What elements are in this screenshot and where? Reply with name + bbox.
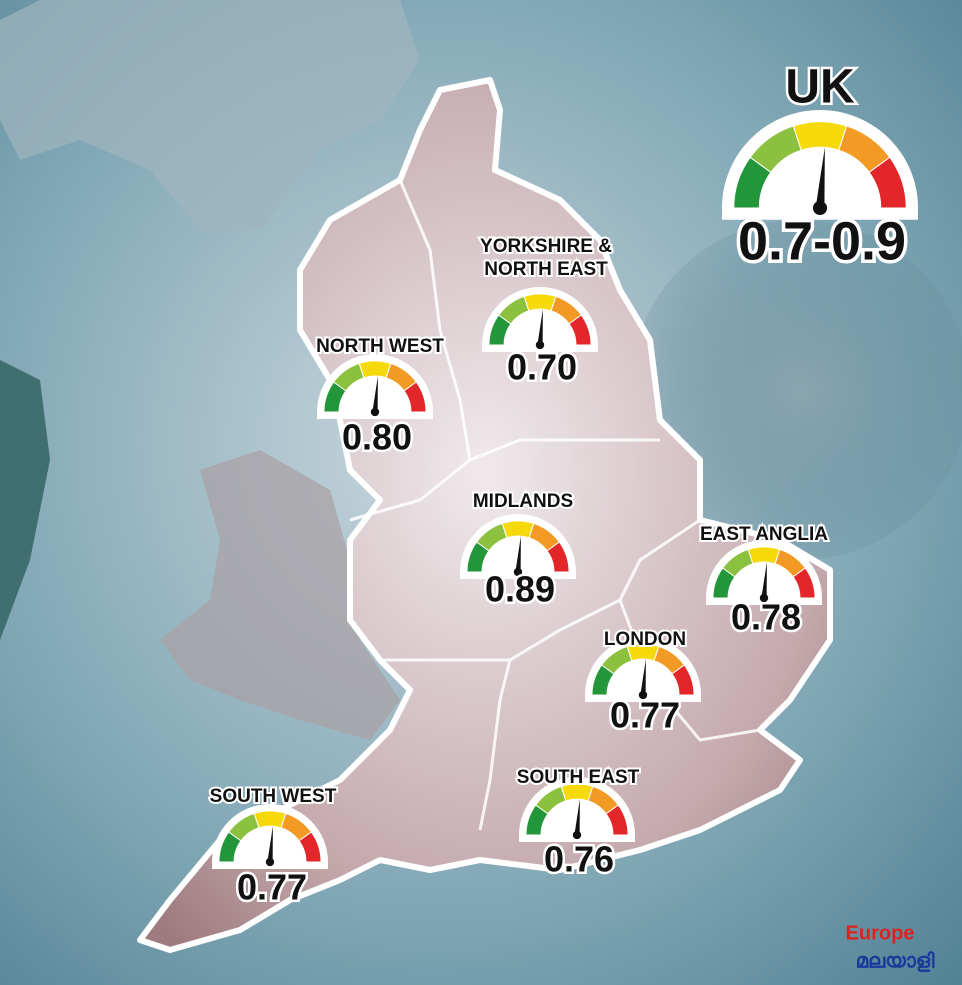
gauge-needle [372,376,378,412]
region-value: 0.80 [342,417,412,458]
gauge-needle [640,659,646,695]
region-value: 0.78 [731,597,801,638]
gauge-segment [358,360,392,379]
region-label: YORKSHIRE & [480,236,612,257]
region-label: NORTH WEST [316,336,444,357]
gauge-segment [568,314,592,346]
gauge-segment [868,156,907,209]
gauge-hub [812,200,828,216]
gauge-needle [515,536,521,572]
gauge-segment [605,804,629,836]
uk-title: UK [785,61,855,114]
logo-name: Europe [846,922,915,944]
region-value: 0.89 [485,569,555,610]
gauge-needle [761,562,767,598]
gauge [482,287,598,352]
region-value: 0.77 [237,867,307,908]
gauge-needle [815,147,825,208]
gauge-segment [523,293,557,312]
gauge-hub [638,690,648,700]
gauge-segment [671,664,695,696]
gauge [212,804,328,869]
region-value: 0.77 [610,695,680,736]
gauge-segment [747,546,781,565]
gauge [585,637,701,702]
region-borders [349,179,761,831]
gauge-hub [572,830,582,840]
england [137,77,833,953]
gauge-segment [546,541,570,573]
gauge-needle [537,309,543,345]
region-label: EAST ANGLIA [700,524,828,545]
gauge [722,110,918,220]
scotland [0,0,420,230]
gauge-hub [265,857,275,867]
virus-decoration [630,220,962,560]
gauge-hub [759,593,769,603]
gauge-needle [574,799,580,835]
region-label: LONDON [604,629,686,650]
gauge [519,777,635,842]
region-value: 0.76 [544,839,614,880]
region-label: SOUTH WEST [210,786,337,807]
gauge [460,514,576,579]
gauge-hub [370,407,380,417]
gauge-segment [298,831,322,863]
uk-value: 0.7-0.9 [738,211,906,271]
region-value: 0.70 [507,347,577,388]
gauge [317,354,433,419]
gauge-segment [792,121,848,151]
region-label: SOUTH EAST [517,767,640,788]
gauge-segment [501,520,535,539]
gauge-needle [267,826,273,862]
gauge-segment [792,567,816,599]
wales [160,450,400,740]
region-label: NORTH EAST [484,259,608,280]
gauge-hub [535,340,545,350]
ireland [0,360,50,640]
gauge-segment [253,810,287,829]
region-label: MIDLANDS [473,491,573,512]
gauge-segment [403,381,427,413]
gauge-hub [513,567,523,577]
gauge [706,540,822,605]
logo-script: മലയാളി [856,949,935,972]
